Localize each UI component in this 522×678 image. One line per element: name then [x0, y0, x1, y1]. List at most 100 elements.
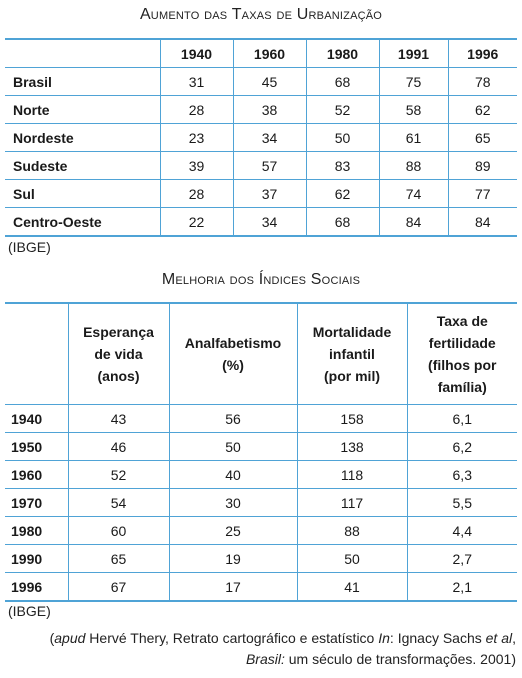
column-header	[5, 302, 69, 405]
table1-source: (IBGE)	[8, 239, 51, 255]
table-row: 1996 67 17 41 2,1	[5, 572, 517, 602]
table-cell: 17	[168, 572, 298, 602]
row-label: 1950	[5, 432, 69, 461]
table-cell: 117	[296, 488, 408, 517]
social-indices-table: Esperança de vida (anos) Analfabetismo (…	[5, 302, 517, 602]
citation-apud: apud	[54, 630, 86, 646]
row-label: Nordeste	[5, 123, 161, 152]
table-row: Centro-Oeste 22 34 68 84 84	[5, 207, 517, 237]
header-line: fertilidade	[428, 335, 496, 351]
table-row: 1940 43 56 158 6,1	[5, 404, 517, 433]
table-cell: 118	[296, 460, 408, 489]
header-line: (anos)	[97, 368, 140, 384]
table-cell: 23	[159, 123, 234, 152]
column-header-1991: 1991	[378, 38, 449, 68]
table-cell: 6,3	[406, 460, 517, 489]
table-row: Brasil 31 45 68 75 78	[5, 67, 517, 96]
table-cell: 158	[296, 404, 408, 433]
table-cell: 54	[67, 488, 170, 517]
table-cell: 62	[305, 179, 380, 208]
table-cell: 78	[447, 67, 517, 96]
header-line: família)	[437, 379, 487, 395]
column-header-illiteracy: Analfabetismo (%)	[168, 302, 298, 405]
row-label: Sudeste	[5, 151, 161, 180]
column-header-fertility-rate: Taxa de fertilidade (filhos por família)	[406, 302, 517, 405]
row-label: 1980	[5, 516, 69, 545]
table-cell: 58	[378, 95, 449, 124]
table-cell: 88	[296, 516, 408, 545]
row-label: 1960	[5, 460, 69, 489]
header-line: Taxa de	[436, 313, 488, 329]
row-label: Centro-Oeste	[5, 207, 161, 237]
table-cell: 2,1	[406, 572, 517, 602]
table-cell: 50	[168, 432, 298, 461]
column-header-1960: 1960	[232, 38, 307, 68]
table-cell: 34	[232, 207, 307, 237]
row-label: 1970	[5, 488, 69, 517]
citation-line-2: Brasil: um século de transformações. 200…	[0, 651, 516, 667]
table-header-row: 1940 1960 1980 1991 1996	[5, 38, 517, 68]
table-row: Sul 28 37 62 74 77	[5, 179, 517, 208]
table-cell: 40	[168, 460, 298, 489]
citation-line-1: (apud Hervé Thery, Retrato cartográfico …	[0, 630, 516, 646]
header-line: Analfabetismo	[184, 335, 282, 351]
row-label: 1990	[5, 544, 69, 573]
table-cell: 28	[159, 95, 234, 124]
table-header-row: Esperança de vida (anos) Analfabetismo (…	[5, 302, 517, 405]
table-row: 1960 52 40 118 6,3	[5, 460, 517, 489]
citation-text: Hervé Thery, Retrato cartográfico e esta…	[85, 630, 379, 646]
table-cell: 77	[447, 179, 517, 208]
table-cell: 34	[232, 123, 307, 152]
citation-in: In	[378, 630, 390, 646]
table-row: 1950 46 50 138 6,2	[5, 432, 517, 461]
table-cell: 74	[378, 179, 449, 208]
table-cell: 2,7	[406, 544, 517, 573]
citation-text: um século de transformações. 2001)	[284, 651, 516, 667]
table-cell: 28	[159, 179, 234, 208]
table-cell: 19	[168, 544, 298, 573]
table-cell: 6,2	[406, 432, 517, 461]
table-cell: 30	[168, 488, 298, 517]
table-row: Norte 28 38 52 58 62	[5, 95, 517, 124]
table-cell: 31	[159, 67, 234, 96]
row-label: Sul	[5, 179, 161, 208]
table-cell: 22	[159, 207, 234, 237]
column-header-1940: 1940	[159, 38, 234, 68]
table-row: Nordeste 23 34 50 61 65	[5, 123, 517, 152]
table-cell: 61	[378, 123, 449, 152]
table-cell: 56	[168, 404, 298, 433]
table-cell: 43	[67, 404, 170, 433]
table-row: 1990 65 19 50 2,7	[5, 544, 517, 573]
header-line: infantil	[329, 346, 375, 362]
column-header-1996: 1996	[447, 38, 517, 68]
table-cell: 52	[305, 95, 380, 124]
header-line: (filhos por	[428, 357, 497, 373]
urbanization-table: 1940 1960 1980 1991 1996 Brasil 31 45 68…	[5, 38, 517, 237]
table-cell: 45	[232, 67, 307, 96]
table-cell: 65	[67, 544, 170, 573]
citation-text: ,	[512, 630, 516, 646]
column-header-1980: 1980	[305, 38, 380, 68]
column-header	[5, 38, 161, 68]
citation-text: (	[49, 630, 55, 646]
table-cell: 83	[305, 151, 380, 180]
row-label: 1996	[5, 572, 69, 602]
table-cell: 60	[67, 516, 170, 545]
header-line: (por mil)	[324, 368, 380, 384]
table-cell: 62	[447, 95, 517, 124]
column-header-life-expectancy: Esperança de vida (anos)	[67, 302, 170, 405]
table2-title: Melhoria dos Índices Sociais	[161, 271, 361, 288]
table-row: 1980 60 25 88 4,4	[5, 516, 517, 545]
table-cell: 50	[296, 544, 408, 573]
row-label: 1940	[5, 404, 69, 433]
table-cell: 88	[378, 151, 449, 180]
table-cell: 38	[232, 95, 307, 124]
table2-source: (IBGE)	[8, 603, 51, 619]
table-cell: 84	[447, 207, 517, 237]
table-cell: 50	[305, 123, 380, 152]
table-cell: 89	[447, 151, 517, 180]
table1-title: Aumento das Taxas de Urbanização	[139, 6, 383, 23]
table-cell: 84	[378, 207, 449, 237]
table-row: Sudeste 39 57 83 88 89	[5, 151, 517, 180]
header-line: de vida	[94, 346, 143, 362]
